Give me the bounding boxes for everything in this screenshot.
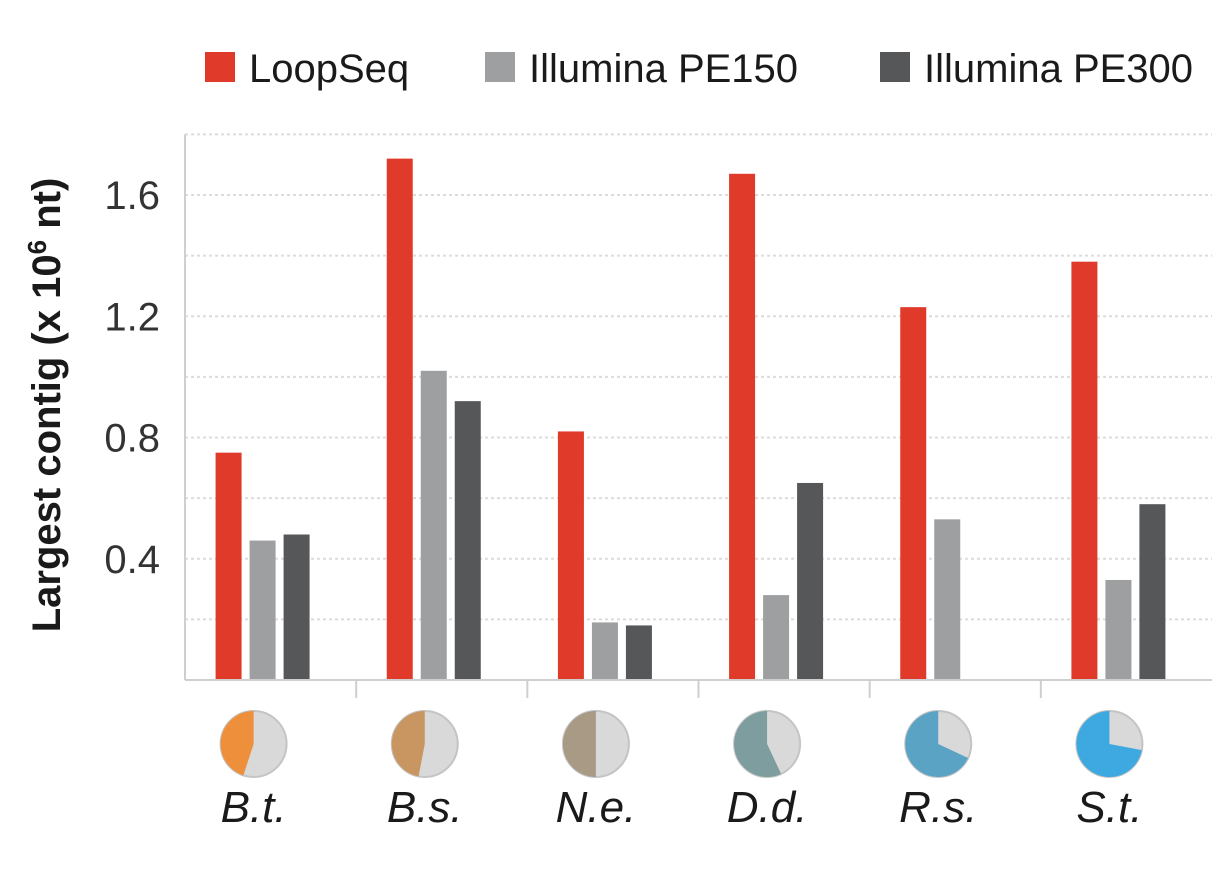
- bar-illumina-pe150: [420, 370, 447, 680]
- pie-wedge: [220, 711, 254, 776]
- bar-illumina-pe150: [763, 595, 790, 680]
- category-pie-icon: [561, 710, 630, 778]
- bars: [215, 158, 1166, 680]
- y-tick-label: 0.8: [104, 417, 160, 461]
- pie-wedge: [1076, 711, 1142, 778]
- legend-label: LoopSeq: [249, 47, 409, 91]
- legend-swatch: [485, 52, 515, 82]
- bar-loopseq: [729, 173, 756, 680]
- pie-wedge: [391, 711, 425, 777]
- y-tick-label: 1.6: [104, 174, 160, 218]
- bar-illumina-pe150: [934, 519, 961, 680]
- category-pie-icon: [1075, 710, 1144, 778]
- legend-swatch: [205, 52, 235, 82]
- bar-illumina-pe300: [1139, 504, 1166, 680]
- bar-illumina-pe150: [249, 540, 276, 680]
- category-pie-icon: [904, 710, 973, 778]
- category-labels: B.t. B.s. N.e. D.d. R.s. S.t.: [219, 710, 1144, 832]
- bar-illumina-pe150: [591, 622, 618, 680]
- category-label: D.d.: [727, 783, 808, 832]
- pie-wedge: [905, 711, 969, 778]
- category-label: B.t.: [221, 783, 287, 832]
- legend: LoopSeq Illumina PE150 Illumina PE300: [205, 47, 1193, 91]
- bar-illumina-pe300: [283, 534, 310, 680]
- category-label: R.s.: [899, 783, 977, 832]
- pie-wedge: [562, 711, 596, 777]
- bar-loopseq: [386, 158, 413, 680]
- bar-illumina-pe300: [454, 401, 481, 680]
- y-tick-labels: 0.4 0.8 1.2 1.6: [104, 174, 160, 582]
- axes: [184, 134, 1212, 698]
- gridlines: [185, 133, 1212, 621]
- legend-label: Illumina PE300: [924, 47, 1193, 91]
- category-pie-icon: [390, 710, 459, 778]
- y-tick-label: 1.2: [104, 295, 160, 339]
- category-label: S.t.: [1076, 783, 1142, 832]
- y-tick-label: 0.4: [104, 538, 160, 582]
- category-pie-icon: [219, 710, 288, 778]
- bar-loopseq: [900, 307, 927, 680]
- category-pie-icon: [733, 710, 802, 778]
- bar-illumina-pe300: [797, 482, 824, 680]
- bar-loopseq: [215, 452, 242, 680]
- bar-loopseq: [1071, 261, 1098, 680]
- bar-loopseq: [557, 431, 584, 680]
- bar-illumina-pe300: [625, 625, 652, 680]
- bar-illumina-pe150: [1105, 579, 1132, 680]
- pie-wedge: [734, 711, 782, 777]
- legend-swatch: [880, 52, 910, 82]
- y-axis-title-superscript: 6: [22, 240, 52, 254]
- legend-label: Illumina PE150: [529, 47, 798, 91]
- category-label: B.s.: [387, 783, 463, 832]
- category-label: N.e.: [556, 783, 637, 832]
- y-axis-title: Largest contig (x 106 nt): [22, 178, 69, 633]
